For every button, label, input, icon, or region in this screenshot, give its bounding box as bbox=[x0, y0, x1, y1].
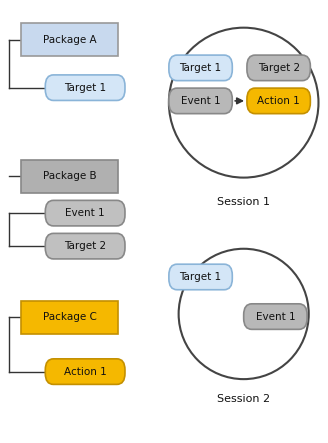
FancyBboxPatch shape bbox=[45, 233, 125, 259]
Text: Target 2: Target 2 bbox=[64, 241, 106, 251]
FancyBboxPatch shape bbox=[247, 55, 310, 81]
FancyBboxPatch shape bbox=[169, 55, 232, 81]
Text: Session 2: Session 2 bbox=[217, 394, 270, 404]
FancyBboxPatch shape bbox=[45, 75, 125, 101]
Text: Event 1: Event 1 bbox=[256, 311, 295, 322]
FancyBboxPatch shape bbox=[244, 304, 307, 329]
Text: Target 1: Target 1 bbox=[179, 272, 222, 282]
Text: Event 1: Event 1 bbox=[65, 208, 105, 218]
Text: Event 1: Event 1 bbox=[181, 96, 220, 106]
FancyBboxPatch shape bbox=[45, 200, 125, 226]
FancyBboxPatch shape bbox=[45, 359, 125, 385]
FancyBboxPatch shape bbox=[247, 88, 310, 114]
Bar bbox=[21, 23, 118, 56]
Text: Package A: Package A bbox=[43, 35, 96, 45]
Text: Target 1: Target 1 bbox=[64, 83, 106, 93]
Text: Action 1: Action 1 bbox=[64, 367, 107, 377]
Text: Target 1: Target 1 bbox=[179, 63, 222, 73]
Bar bbox=[21, 160, 118, 193]
Text: Session 1: Session 1 bbox=[217, 197, 270, 207]
FancyBboxPatch shape bbox=[169, 88, 232, 114]
Text: Package B: Package B bbox=[43, 171, 96, 181]
Bar bbox=[21, 301, 118, 334]
Text: Target 2: Target 2 bbox=[257, 63, 300, 73]
FancyBboxPatch shape bbox=[169, 264, 232, 290]
Text: Action 1: Action 1 bbox=[257, 96, 300, 106]
Text: Package C: Package C bbox=[43, 312, 97, 322]
